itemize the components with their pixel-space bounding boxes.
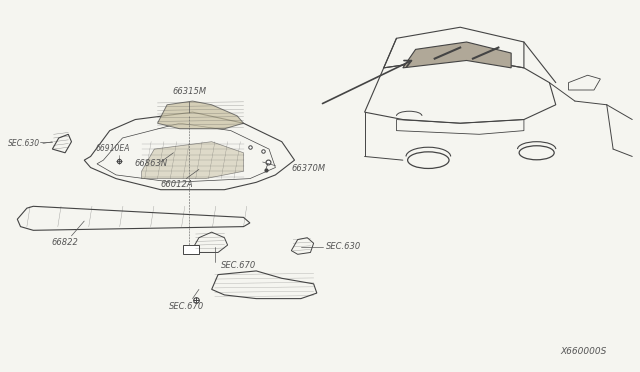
Text: X660000S: X660000S — [561, 347, 607, 356]
Text: SEC.670: SEC.670 — [168, 302, 204, 311]
Text: SEC.630: SEC.630 — [326, 243, 362, 251]
Text: 66863N: 66863N — [134, 159, 168, 169]
Text: 66910EA: 66910EA — [95, 144, 130, 153]
Text: 66822: 66822 — [52, 238, 79, 247]
Polygon shape — [141, 142, 244, 179]
Text: SEC.670: SEC.670 — [221, 261, 257, 270]
Polygon shape — [157, 101, 244, 129]
Text: SEC.630: SEC.630 — [8, 139, 40, 148]
FancyBboxPatch shape — [183, 245, 199, 254]
Text: 66315M: 66315M — [172, 87, 207, 96]
Polygon shape — [403, 42, 511, 68]
Text: 66012A: 66012A — [160, 180, 193, 189]
Text: 66370M: 66370M — [291, 164, 326, 173]
